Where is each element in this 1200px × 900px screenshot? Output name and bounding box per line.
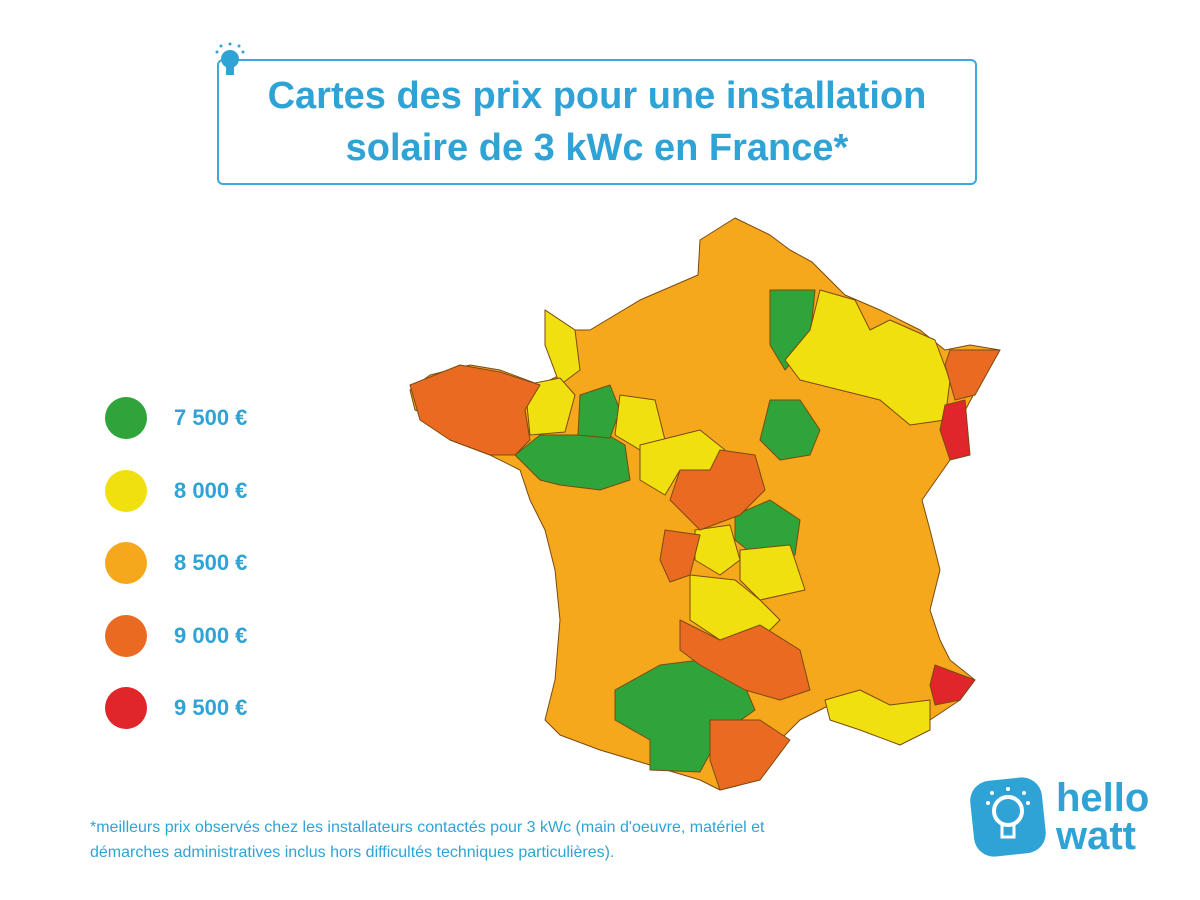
page-title: Cartes des prix pour une installation so…: [217, 70, 977, 174]
title-line-1: Cartes des prix pour une installation: [267, 75, 927, 117]
department-region: [734, 499, 801, 561]
legend-swatch: [105, 397, 147, 440]
legend-item: 9 000 €: [105, 600, 247, 673]
legend: 7 500 € 8 000 € 8 500 € 9 000 € 9 500 €: [105, 382, 247, 745]
title-line-2: solaire de 3 kWc en France*: [345, 127, 849, 169]
department-region: [514, 429, 631, 491]
logo-text-watt: watt: [1056, 814, 1136, 858]
department-region: [544, 309, 581, 386]
department-region: [659, 529, 701, 583]
department-region: [669, 449, 766, 531]
legend-swatch: [105, 469, 147, 512]
department-region: [944, 349, 1001, 401]
department-region: [739, 544, 806, 601]
legend-swatch: [105, 687, 147, 730]
legend-label: 7 500 €: [174, 405, 248, 431]
department-region: [939, 399, 971, 461]
department-region: [577, 384, 621, 439]
legend-label: 8 500 €: [174, 550, 248, 576]
logo-text-hello: hello: [1056, 776, 1150, 820]
department-region: [709, 719, 791, 791]
legend-label: 8 000 €: [174, 477, 248, 503]
footnote-line-1: *meilleurs prix observés chez les instal…: [90, 819, 765, 836]
department-region: [679, 619, 811, 701]
department-region: [689, 574, 781, 641]
lightbulb-icon: [215, 42, 245, 75]
department-region: [759, 399, 821, 461]
hellowatt-logo: hello watt: [970, 777, 1149, 857]
legend-item: 7 500 €: [105, 382, 247, 455]
legend-swatch: [105, 542, 147, 585]
department-region: [784, 289, 951, 426]
title-frame: [217, 59, 977, 185]
legend-label: 9 000 €: [174, 622, 248, 648]
department-region: [524, 377, 576, 436]
department-region: [824, 689, 931, 746]
legend-swatch: [105, 614, 147, 657]
legend-item: 8 000 €: [105, 455, 247, 528]
lightbulb-icon: [970, 777, 1046, 857]
legend-item: 9 500 €: [105, 672, 247, 745]
legend-label: 9 500 €: [174, 695, 248, 721]
department-region: [409, 364, 541, 456]
legend-item: 8 500 €: [105, 527, 247, 600]
department-region: [929, 664, 976, 706]
footnote-line-2: démarches administratives inclus hors di…: [90, 844, 615, 861]
footnote: *meilleurs prix observés chez les instal…: [90, 815, 764, 865]
